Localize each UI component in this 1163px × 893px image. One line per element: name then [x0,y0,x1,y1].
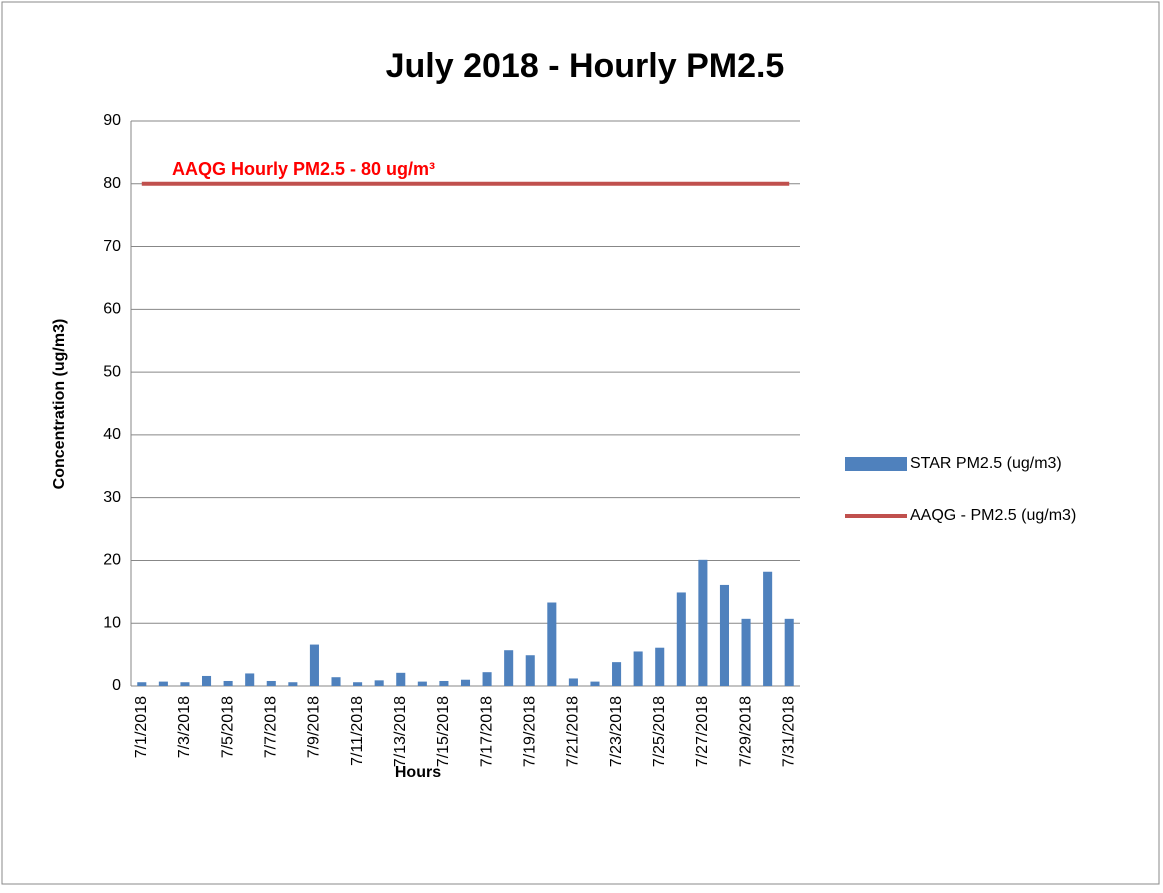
bar [245,673,255,686]
bar [288,682,298,686]
y-tick-label: 50 [103,363,121,380]
bar [353,682,363,686]
x-tick-label: 7/5/2018 [219,696,236,758]
bar [504,650,514,686]
y-tick-label: 40 [103,426,121,443]
bar [633,651,643,686]
bar [309,644,319,686]
bar [676,592,686,686]
bar [784,618,794,686]
legend-label: AAQG - PM2.5 (ug/m3) [910,507,1076,524]
bar [158,681,168,686]
y-tick-label: 60 [103,301,121,318]
bar [655,647,665,686]
bar [763,571,773,686]
bar [525,655,535,686]
bar [612,662,622,686]
x-tick-label: 7/19/2018 [521,696,538,767]
x-tick-label: 7/25/2018 [651,696,668,767]
x-axis-title: Hours [395,764,441,781]
bar [266,680,276,686]
bar [180,682,190,686]
bar [719,584,729,686]
y-tick-label: 80 [103,175,121,192]
bar [547,602,557,686]
x-tick-label: 7/9/2018 [306,696,323,758]
bar [417,681,427,686]
legend-swatch [845,457,907,471]
y-tick-label: 20 [103,552,121,569]
x-tick-label: 7/29/2018 [737,696,754,767]
bar [568,678,578,686]
bar [202,675,212,686]
y-axis-title: Concentration (ug/m3) [51,319,68,490]
bar [460,679,471,686]
x-tick-label: 7/23/2018 [608,696,625,767]
bar [698,559,708,686]
x-tick-label: 7/13/2018 [392,696,409,767]
bar [331,677,341,686]
bar [590,681,600,686]
y-tick-label: 90 [103,112,121,129]
x-tick-label: 7/7/2018 [262,696,279,758]
x-tick-label: 7/11/2018 [349,696,366,766]
y-tick-label: 0 [112,677,121,694]
legend-label: STAR PM2.5 (ug/m3) [910,455,1062,472]
x-tick-label: 7/15/2018 [435,696,452,767]
x-tick-label: 7/31/2018 [780,696,797,767]
y-tick-label: 10 [103,614,121,631]
x-tick-label: 7/27/2018 [694,696,711,767]
bar [482,672,492,686]
x-tick-label: 7/21/2018 [565,696,582,767]
bar [439,680,449,686]
x-tick-label: 7/3/2018 [176,696,193,758]
bar [741,618,751,686]
chart-title: July 2018 - Hourly PM2.5 [386,47,785,85]
x-tick-label: 7/17/2018 [478,696,495,767]
y-tick-label: 70 [103,238,121,255]
bar [223,680,233,686]
annotation: AAQG Hourly PM2.5 - 80 ug/m³ [172,159,435,179]
y-tick-label: 30 [103,489,121,506]
bar [137,682,147,686]
bar [374,680,384,686]
bar [396,672,406,686]
x-tick-label: 7/1/2018 [133,696,150,758]
